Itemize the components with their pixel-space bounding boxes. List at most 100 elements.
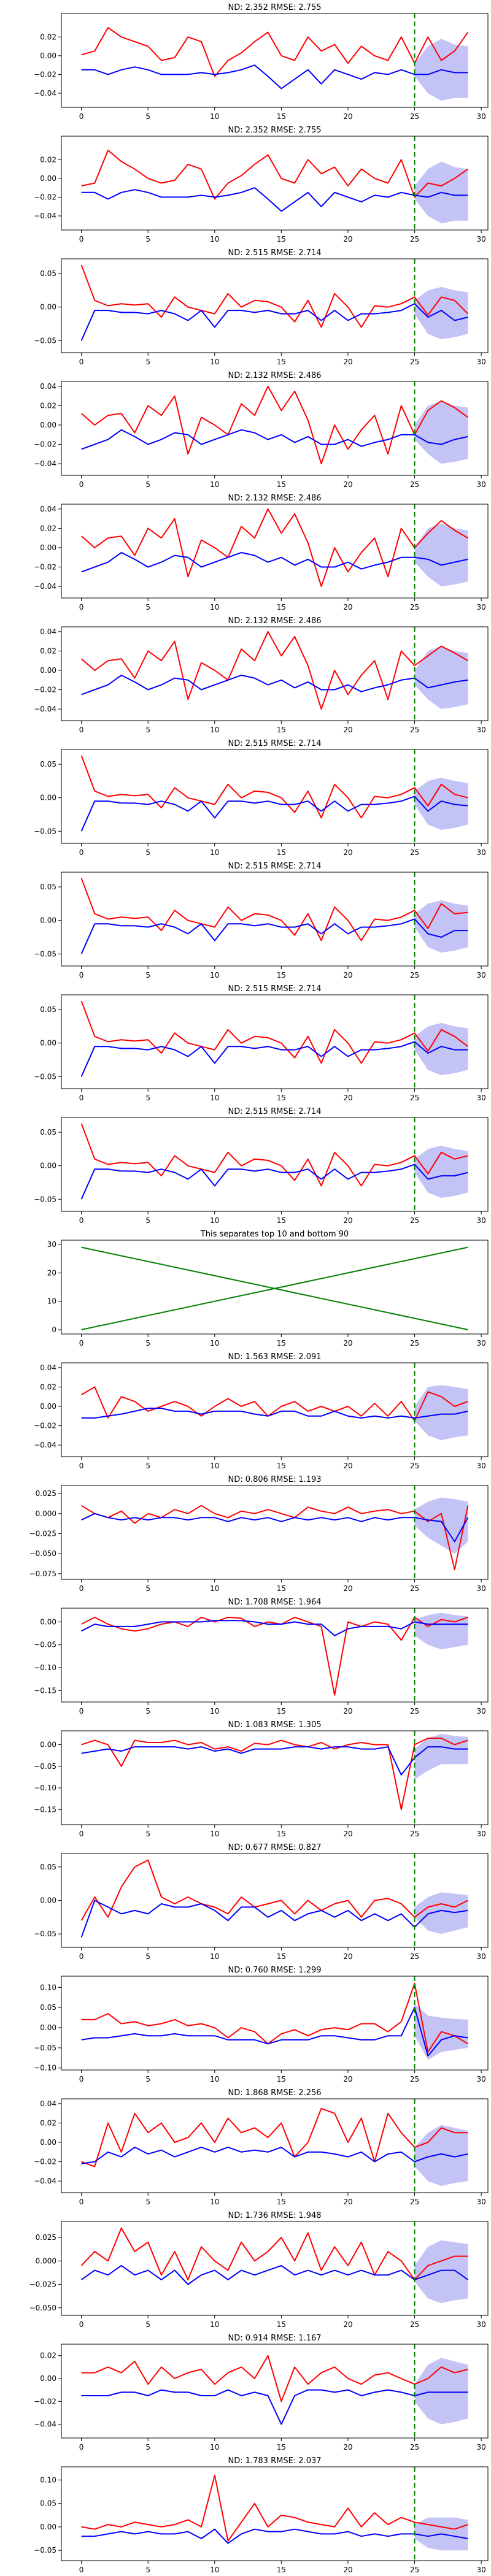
y-tick-label: 0.04 bbox=[40, 627, 56, 636]
y-tick-label: 0.00 bbox=[40, 1039, 56, 1048]
x-tick-label: 30 bbox=[477, 2566, 486, 2574]
x-tick-label: 15 bbox=[277, 971, 286, 979]
series-line-2 bbox=[81, 187, 468, 212]
x-tick-label: 15 bbox=[277, 603, 286, 611]
subplot-5: ND: 2.132 RMSE: 2.486 0 5 10 15 20 25 30 0.04 0.0… bbox=[34, 494, 489, 611]
x-tick-label: 0 bbox=[79, 112, 84, 121]
x-tick-label: 20 bbox=[343, 1584, 352, 1593]
y-tick-label: −0.050 bbox=[29, 1549, 56, 1558]
series-line-1 bbox=[81, 2474, 468, 2542]
series-line-1 bbox=[81, 2355, 468, 2402]
x-tick-label: 10 bbox=[210, 971, 219, 979]
axes-frame bbox=[61, 872, 489, 967]
x-tick-label: 20 bbox=[343, 603, 352, 611]
y-tick-label: 0.00 bbox=[40, 1162, 56, 1170]
x-tick-label: 0 bbox=[79, 1094, 84, 1102]
x-tick-label: 15 bbox=[277, 2320, 286, 2329]
series-line-2 bbox=[81, 2007, 468, 2057]
x-tick-label: 10 bbox=[210, 235, 219, 243]
y-tick-label: 0.05 bbox=[40, 1128, 56, 1137]
x-tick-label: 5 bbox=[145, 2320, 150, 2329]
x-tick-label: 5 bbox=[145, 1830, 150, 1838]
x-tick-label: 20 bbox=[343, 1830, 352, 1838]
x-tick-label: 5 bbox=[145, 971, 150, 979]
series-line-1 bbox=[81, 1505, 469, 1571]
x-tick-label: 0 bbox=[79, 1462, 84, 1470]
series-line-2 bbox=[81, 1620, 468, 1636]
series-line-1 bbox=[81, 1386, 468, 1422]
x-tick-label: 15 bbox=[277, 112, 286, 121]
y-tick-label: 0.00 bbox=[40, 794, 56, 802]
x-tick-label: 25 bbox=[410, 1707, 419, 1715]
plot-area bbox=[81, 2344, 468, 2438]
y-tick-label: 0.05 bbox=[40, 883, 56, 891]
x-tick-label: 0 bbox=[79, 726, 84, 734]
y-tick-label: 10 bbox=[47, 1297, 56, 1306]
y-tick-label: 0.04 bbox=[40, 382, 56, 391]
y-tick-label: 0.000 bbox=[36, 2256, 56, 2265]
axes-frame bbox=[61, 136, 489, 231]
x-tick-label: 25 bbox=[410, 358, 419, 366]
y-tick-label: −0.025 bbox=[29, 2280, 56, 2289]
x-tick-label: 20 bbox=[343, 112, 352, 121]
subplot-8: ND: 2.515 RMSE: 2.714 0 5 10 15 20 25 30 0.05 0.0… bbox=[34, 862, 489, 979]
series-line-2 bbox=[81, 1512, 469, 1543]
axes-frame bbox=[61, 504, 489, 599]
plot-area bbox=[80, 1853, 468, 1947]
x-tick-label: 30 bbox=[477, 726, 486, 734]
y-tick-label: 0.05 bbox=[40, 2499, 56, 2508]
x-tick-label: 20 bbox=[343, 1339, 352, 1347]
x-tick-label: 25 bbox=[410, 1094, 419, 1102]
subplot-4: ND: 2.132 RMSE: 2.486 0 5 10 15 20 25 30 0.04 0.0… bbox=[34, 371, 489, 489]
y-tick-label: −0.04 bbox=[34, 2177, 56, 2185]
x-tick-label: 5 bbox=[145, 1707, 150, 1715]
x-tick-label: 20 bbox=[343, 235, 352, 243]
subplot-title: ND: 1.736 RMSE: 1.948 bbox=[228, 2211, 321, 2220]
subplot-9: ND: 2.515 RMSE: 2.714 0 5 10 15 20 25 30 0.05 0.0… bbox=[34, 984, 489, 1102]
subplot-title: ND: 2.132 RMSE: 2.486 bbox=[228, 371, 321, 380]
y-tick-label: 0.00 bbox=[40, 52, 56, 60]
subplot-title: ND: 0.806 RMSE: 1.193 bbox=[228, 1475, 321, 1484]
subplot-title: ND: 2.515 RMSE: 2.714 bbox=[228, 739, 321, 748]
y-tick-label: −0.05 bbox=[34, 336, 56, 345]
y-tick-label: 0.00 bbox=[40, 1741, 56, 1749]
subplot-10: ND: 2.515 RMSE: 2.714 0 5 10 15 20 25 30 0.05 0.0… bbox=[34, 1107, 489, 1225]
x-tick-label: 5 bbox=[145, 1952, 150, 1961]
x-tick-label: 10 bbox=[210, 2443, 219, 2451]
subplot-11: This separates top 10 and bottom 90 0 5 10 1… bbox=[47, 1230, 489, 1347]
subplot-15: ND: 1.083 RMSE: 1.305 0 5 10 15 20 25 30 0.00 −0.… bbox=[34, 1720, 489, 1838]
y-tick-label: −0.02 bbox=[34, 1422, 56, 1430]
y-tick-label: 0.02 bbox=[40, 2352, 56, 2360]
forecast-band bbox=[414, 1385, 468, 1441]
series-line-1 bbox=[81, 2107, 468, 2168]
x-tick-label: 5 bbox=[145, 1584, 150, 1593]
subplot-title: ND: 2.515 RMSE: 2.714 bbox=[228, 862, 321, 871]
series-line-2 bbox=[81, 64, 468, 90]
x-tick-label: 5 bbox=[145, 1216, 150, 1225]
y-tick-label: −0.02 bbox=[34, 2158, 56, 2166]
y-tick-label: −0.02 bbox=[34, 193, 56, 201]
series-line-1 bbox=[80, 1000, 469, 1064]
axes-frame bbox=[61, 2466, 489, 2561]
x-tick-label: 25 bbox=[410, 848, 419, 857]
y-tick-label: −0.05 bbox=[34, 1930, 56, 1938]
subplot-title: This separates top 10 and bottom 90 bbox=[200, 1230, 349, 1239]
series-line-2 bbox=[81, 2146, 468, 2164]
series-line-2 bbox=[80, 1163, 468, 1200]
y-tick-label: 0.000 bbox=[36, 1509, 56, 1518]
y-tick-label: 0.05 bbox=[40, 269, 56, 278]
x-tick-label: 10 bbox=[210, 2198, 219, 2206]
x-tick-label: 20 bbox=[343, 1707, 352, 1715]
x-tick-label: 5 bbox=[145, 1339, 150, 1347]
x-tick-label: 0 bbox=[79, 1584, 84, 1593]
x-tick-label: 0 bbox=[79, 2566, 84, 2574]
x-tick-label: 0 bbox=[79, 1707, 84, 1715]
plot-area bbox=[80, 381, 468, 475]
x-tick-label: 0 bbox=[79, 971, 84, 979]
y-tick-label: −0.075 bbox=[29, 1570, 56, 1578]
x-tick-label: 20 bbox=[343, 480, 352, 489]
subplot-7: ND: 2.515 RMSE: 2.714 0 5 10 15 20 25 30 0.05 0.0… bbox=[34, 739, 489, 857]
plot-area bbox=[80, 995, 469, 1089]
x-tick-label: 30 bbox=[477, 358, 486, 366]
y-tick-label: 0.00 bbox=[40, 174, 56, 183]
